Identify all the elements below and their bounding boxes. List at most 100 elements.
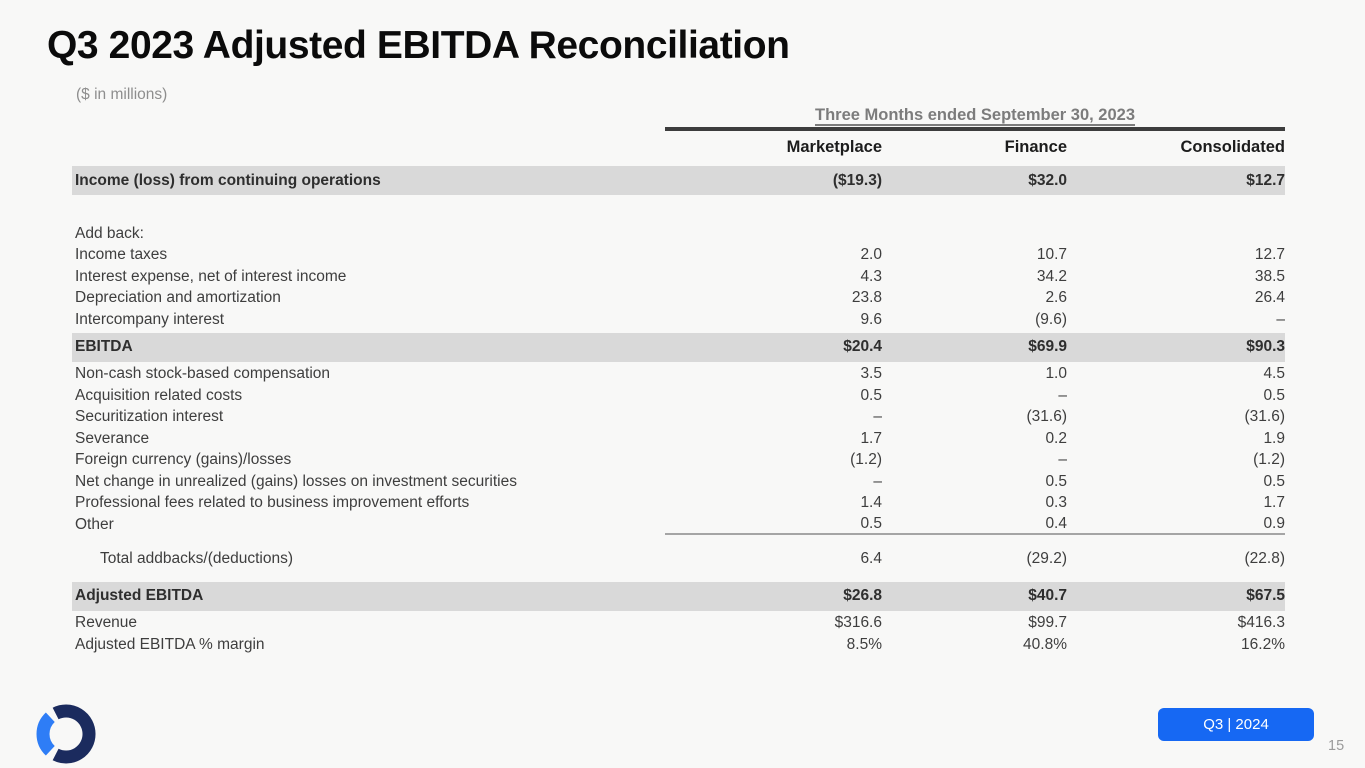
page-number: 15 — [1328, 738, 1345, 754]
row-values: 0.5 0.4 0.9 — [665, 515, 1285, 535]
cell-value: – — [1058, 451, 1067, 469]
row-values: (1.2) – (1.2) — [665, 451, 1285, 469]
cell-value: 1.7 — [1263, 494, 1285, 512]
row-values: 23.8 2.6 26.4 — [665, 289, 1285, 307]
cell-value: (22.8) — [1244, 549, 1286, 567]
row-label: Foreign currency (gains)/losses — [75, 451, 292, 469]
row-label: Securitization interest — [75, 408, 224, 426]
cell-value: 16.2% — [1241, 635, 1285, 653]
cell-value: $26.8 — [843, 587, 882, 604]
row-values: – (31.6) (31.6) — [665, 408, 1285, 426]
cell-value: 38.5 — [1254, 267, 1285, 285]
cell-value: (1.2) — [1253, 451, 1285, 469]
column-header-finance: Finance — [1004, 138, 1067, 156]
row-label: Adjusted EBITDA % margin — [75, 635, 265, 653]
cell-value: $90.3 — [1246, 338, 1285, 355]
row-label: Interest expense, net of interest income — [75, 267, 347, 285]
column-headers: Marketplace Finance Consolidated — [665, 138, 1285, 157]
cell-value: – — [873, 408, 882, 426]
cell-value: 0.5 — [1263, 386, 1285, 404]
reconciliation-table: Three Months ended September 30, 2023 Ma… — [72, 106, 1285, 656]
table-row: Adjusted EBITDA % margin 8.5% 40.8% 16.2% — [72, 634, 1285, 656]
row-values: $26.8 $40.7 $67.5 — [665, 587, 1285, 605]
subtitle-units: ($ in millions) — [76, 86, 168, 103]
row-label: Add back: — [75, 224, 144, 242]
table-row: Add back: — [72, 223, 1285, 245]
row-label: Non-cash stock-based compensation — [75, 365, 331, 383]
row-values: 3.5 1.0 4.5 — [665, 365, 1285, 383]
cell-value: 1.0 — [1045, 365, 1067, 383]
cell-value: 12.7 — [1254, 246, 1285, 264]
cell-value: 2.6 — [1045, 289, 1067, 307]
row-label: Other — [75, 515, 114, 533]
quarter-badge: Q3 | 2024 — [1158, 708, 1314, 741]
cell-value: ($19.3) — [832, 171, 882, 189]
cell-value: (31.6) — [1244, 408, 1286, 426]
cell-value: 9.6 — [860, 310, 882, 328]
row-values: 0.5 – 0.5 — [665, 387, 1285, 405]
page-title: Q3 2023 Adjusted EBITDA Reconciliation — [47, 24, 790, 67]
cell-value: $67.5 — [1246, 587, 1285, 604]
column-header-marketplace: Marketplace — [786, 138, 882, 156]
row-values: 2.0 10.7 12.7 — [665, 246, 1285, 264]
cell-value: 0.5 — [860, 514, 882, 532]
cell-value: $40.7 — [1028, 587, 1067, 604]
cell-value: 0.5 — [860, 386, 882, 404]
cell-value: 10.7 — [1036, 246, 1067, 264]
cell-value: 2.0 — [860, 246, 882, 264]
cell-value: 0.2 — [1045, 429, 1067, 447]
row-label: Income (loss) from continuing operations — [75, 171, 381, 189]
row-values: $20.4 $69.9 $90.3 — [665, 338, 1285, 356]
cell-value: (1.2) — [850, 451, 882, 469]
row-values: – 0.5 0.5 — [665, 473, 1285, 491]
header-divider — [665, 127, 1285, 131]
row-label: EBITDA — [75, 338, 133, 355]
cell-value: 23.8 — [851, 289, 882, 307]
table-row: Professional fees related to business im… — [72, 493, 1285, 515]
cell-value: 0.5 — [1045, 472, 1067, 490]
cell-value: 6.4 — [860, 549, 882, 567]
cell-value: 0.4 — [1045, 514, 1067, 532]
table-row: Income taxes 2.0 10.7 12.7 — [72, 245, 1285, 267]
cell-value: $12.7 — [1246, 171, 1285, 189]
cell-value: $99.7 — [1028, 614, 1067, 632]
cell-value: 0.5 — [1263, 472, 1285, 490]
table-row: Total addbacks/(deductions) 6.4 (29.2) (22.… — [72, 547, 1285, 571]
cell-value: (31.6) — [1026, 408, 1068, 426]
table-row: Non-cash stock-based compensation 3.5 1.0 4… — [72, 364, 1285, 386]
table-row: Adjusted EBITDA $26.8 $40.7 $67.5 — [72, 581, 1285, 611]
row-label: Income taxes — [75, 246, 168, 264]
cell-value: 4.5 — [1263, 365, 1285, 383]
cell-value: $20.4 — [843, 338, 882, 355]
table-row: Net change in unrealized (gains) losses … — [72, 471, 1285, 493]
cell-value: $416.3 — [1237, 614, 1285, 632]
company-logo-icon — [36, 704, 96, 764]
table-rows: Income (loss) from continuing operations… — [72, 166, 1285, 656]
cell-value: 1.7 — [860, 429, 882, 447]
cell-value: – — [1058, 386, 1067, 404]
table-row: Securitization interest – (31.6) (31.6) — [72, 407, 1285, 429]
table-row: Severance 1.7 0.2 1.9 — [72, 428, 1285, 450]
cell-value: (29.2) — [1026, 549, 1068, 567]
cell-value: – — [873, 472, 882, 490]
table-row: EBITDA $20.4 $69.9 $90.3 — [72, 332, 1285, 362]
table-row: Revenue $316.6 $99.7 $416.3 — [72, 613, 1285, 635]
table-row — [72, 197, 1285, 223]
row-label: Acquisition related costs — [75, 386, 243, 404]
row-label: Total addbacks/(deductions) — [100, 549, 294, 567]
cell-value: 1.4 — [860, 494, 882, 512]
cell-value: 26.4 — [1254, 289, 1285, 307]
row-values: 4.3 34.2 38.5 — [665, 268, 1285, 286]
row-label: Professional fees related to business im… — [75, 494, 470, 512]
cell-value: (9.6) — [1035, 310, 1067, 328]
row-values: $316.6 $99.7 $416.3 — [665, 614, 1285, 632]
table-row: Other 0.5 0.4 0.9 — [72, 514, 1285, 536]
row-label: Revenue — [75, 614, 138, 632]
row-values: 9.6 (9.6) – — [665, 311, 1285, 329]
table-row: Interest expense, net of interest income… — [72, 266, 1285, 288]
row-label: Net change in unrealized (gains) losses … — [75, 472, 517, 490]
row-values: 8.5% 40.8% 16.2% — [665, 636, 1285, 654]
row-values: ($19.3) $32.0 $12.7 — [665, 172, 1285, 190]
column-header-consolidated: Consolidated — [1180, 138, 1285, 156]
span-header: Three Months ended September 30, 2023 — [814, 106, 1136, 124]
